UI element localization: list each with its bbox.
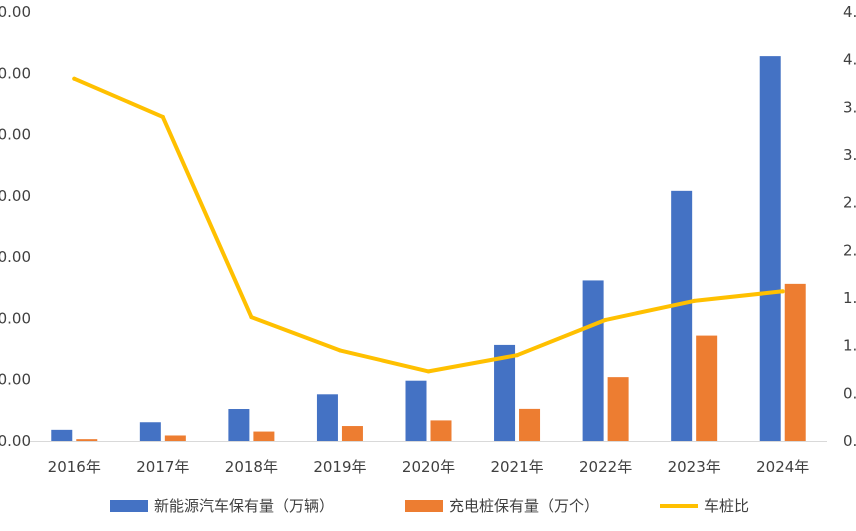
right-tick-label: 3.: [843, 98, 856, 116]
right-tick-label: 1.: [843, 289, 856, 307]
x-tick-label: 2024年: [756, 458, 809, 476]
ev-stock-bar: [316, 394, 338, 441]
left-axis-ticks: 0.00 500.00 1000.00 1500.00 2000.00 2500.00 30…: [0, 3, 31, 450]
legend-label: 新能源汽车保有量（万辆）: [154, 497, 334, 515]
charger-stock-bar: [519, 408, 541, 441]
ratio-point: [692, 298, 697, 303]
left-tick-label: 0.00: [0, 432, 31, 450]
right-tick-label: 4.: [843, 51, 856, 69]
left-tick-label: 3500.00: [0, 3, 31, 21]
ev-stock-bar: [405, 380, 427, 441]
charger-stock-bar: [430, 420, 452, 441]
ratio-point: [337, 348, 342, 353]
ev-stock-bar: [51, 429, 73, 441]
left-tick-label: 2500.00: [0, 126, 31, 144]
charger-stock-bar: [784, 283, 806, 441]
ratio-point: [249, 315, 254, 320]
x-tick-label: 2023年: [668, 458, 721, 476]
x-tick-label: 2022年: [579, 458, 632, 476]
right-tick-label: 0.: [843, 384, 856, 402]
x-tick-label: 2021年: [490, 458, 543, 476]
ratio-point: [72, 76, 77, 81]
line-series: [72, 76, 785, 374]
charger-stock-bar: [341, 426, 363, 441]
right-tick-label: 4.: [843, 3, 856, 21]
ratio-point: [160, 114, 165, 119]
legend-label: 充电桩保有量（万个）: [449, 497, 599, 515]
charger-stock-bar: [607, 377, 629, 441]
right-tick-label: 0.: [843, 432, 856, 450]
ratio-point: [780, 289, 785, 294]
ev-stock-bar: [582, 280, 604, 441]
x-tick-label: 2016年: [48, 458, 101, 476]
ev-stock-bar: [759, 56, 781, 442]
ev-stock-bar: [671, 190, 693, 441]
left-tick-label: 1000.00: [0, 309, 31, 327]
ev-stock-bar: [139, 422, 161, 441]
charger-stock-bar: [76, 439, 98, 441]
ratio-point: [515, 353, 520, 358]
left-tick-label: 1500.00: [0, 248, 31, 266]
ratio-point: [603, 317, 608, 322]
right-tick-label: 3.: [843, 146, 856, 164]
ev-stock-bar: [228, 409, 250, 441]
charger-stock-bar: [164, 435, 186, 441]
right-tick-label: 1.: [843, 337, 856, 355]
left-tick-label: 2000.00: [0, 187, 31, 205]
right-axis-ticks: 0. 0. 1. 1. 2. 2. 3. 3. 4. 4.: [843, 3, 856, 450]
legend-label: 车桩比: [704, 497, 749, 515]
left-tick-label: 3000.00: [0, 64, 31, 82]
bars: [51, 56, 806, 442]
x-axis-ticks: 2016年 2017年 2018年 2019年 2020年 2021年 2022年 2023年…: [48, 458, 810, 476]
legend-swatch: [110, 500, 148, 512]
legend-swatch: [405, 500, 443, 512]
ev-stock-bar: [494, 344, 516, 441]
legend: 新能源汽车保有量（万辆） 充电桩保有量（万个） 车桩比: [110, 497, 749, 515]
x-tick-label: 2017年: [136, 458, 189, 476]
x-tick-label: 2020年: [402, 458, 455, 476]
right-tick-label: 2.: [843, 241, 856, 259]
left-tick-label: 500.00: [0, 371, 31, 389]
charger-stock-bar: [696, 335, 718, 441]
x-tick-label: 2019年: [313, 458, 366, 476]
charger-stock-bar: [253, 431, 275, 441]
right-tick-label: 2.: [843, 194, 856, 212]
x-tick-label: 2018年: [225, 458, 278, 476]
ratio-point: [426, 369, 431, 374]
